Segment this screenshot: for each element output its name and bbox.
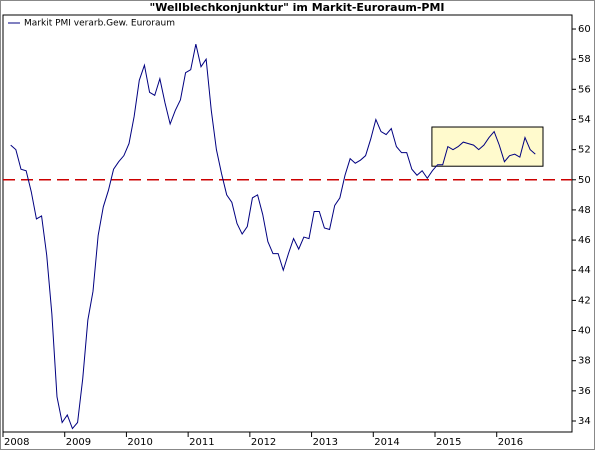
y-tick-label: 52 xyxy=(578,145,591,156)
legend-label: Markit PMI verarb.Gew. Euroraum xyxy=(24,19,175,29)
y-tick-label: 50 xyxy=(578,175,591,186)
y-tick-label: 42 xyxy=(578,295,591,306)
x-tick-label: 2008 xyxy=(4,437,29,448)
chart-title: "Wellblechkonjunktur" im Markit-Euroraum… xyxy=(149,1,444,14)
x-tick-label: 2014 xyxy=(374,437,399,448)
x-tick-label: 2013 xyxy=(313,437,338,448)
y-tick-label: 36 xyxy=(578,386,591,397)
series-line xyxy=(10,43,536,430)
y-tick-label: 40 xyxy=(578,326,591,337)
y-tick-label: 54 xyxy=(578,114,591,125)
x-tick-label: 2010 xyxy=(127,437,152,448)
y-tick-label: 60 xyxy=(578,24,591,35)
highlight-box xyxy=(431,126,544,167)
y-tick-label: 58 xyxy=(578,54,591,65)
x-tick-label: 2012 xyxy=(251,437,276,448)
x-tick-label: 2016 xyxy=(498,437,523,448)
y-tick-label: 38 xyxy=(578,356,591,367)
plot-area xyxy=(2,14,573,433)
y-tick-label: 48 xyxy=(578,205,591,216)
y-tick-label: 34 xyxy=(578,416,591,427)
y-tick-label: 56 xyxy=(578,84,591,95)
x-tick-label: 2009 xyxy=(66,437,91,448)
y-tick-label: 46 xyxy=(578,235,591,246)
x-tick-label: 2015 xyxy=(436,437,461,448)
y-tick-label: 44 xyxy=(578,265,591,276)
x-tick-label: 2011 xyxy=(189,437,214,448)
